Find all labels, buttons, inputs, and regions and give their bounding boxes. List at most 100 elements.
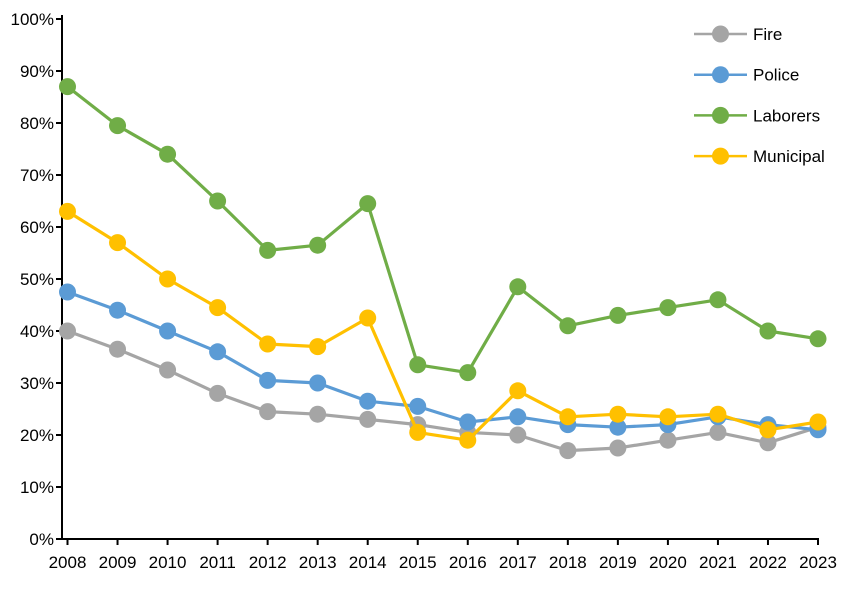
legend-label-laborers: Laborers [753, 106, 820, 125]
y-tick-label: 20% [20, 426, 54, 445]
data-point-fire-2017 [509, 426, 527, 444]
series-line-police [65, 290, 820, 432]
data-point-laborers-2014 [359, 195, 377, 213]
legend-marker-police [712, 66, 729, 84]
data-point-police-2010 [159, 322, 177, 340]
data-point-police-2011 [209, 343, 227, 361]
series-laborers [59, 78, 827, 382]
y-tick-label: 40% [20, 322, 54, 341]
series-line-fire [65, 329, 820, 453]
data-point-fire-2019 [609, 439, 627, 457]
legend-marker-fire [712, 25, 729, 43]
data-point-municipal-2015 [409, 423, 427, 441]
data-point-laborers-2020 [659, 299, 677, 317]
data-point-laborers-2017 [509, 278, 527, 296]
data-point-fire-2011 [209, 384, 227, 402]
data-point-municipal-2021 [709, 405, 727, 423]
data-point-police-2019 [609, 418, 627, 436]
data-point-municipal-2010 [159, 270, 177, 288]
data-point-municipal-2018 [559, 408, 577, 426]
data-point-police-2017 [509, 408, 527, 426]
series-line-laborers [65, 84, 820, 375]
x-tick-label: 2008 [49, 553, 87, 572]
data-point-laborers-2012 [259, 241, 277, 259]
data-point-fire-2018 [559, 442, 577, 460]
y-tick-label: 70% [20, 166, 54, 185]
data-point-police-2015 [409, 397, 427, 415]
data-point-municipal-2019 [609, 405, 627, 423]
x-tick-label: 2017 [499, 553, 537, 572]
data-point-municipal-2016 [459, 431, 477, 449]
data-point-laborers-2010 [159, 145, 177, 163]
data-point-fire-2010 [159, 361, 177, 379]
data-point-laborers-2019 [609, 306, 627, 324]
data-point-municipal-2020 [659, 408, 677, 426]
data-point-police-2014 [359, 392, 377, 410]
legend-marker-laborers [712, 106, 729, 124]
x-tick-label: 2018 [549, 553, 587, 572]
y-tick-label: 90% [20, 62, 54, 81]
x-tick-label: 2020 [649, 553, 687, 572]
x-tick-label: 2014 [349, 553, 387, 572]
legend-item-fire: Fire [694, 25, 782, 44]
x-tick-label: 2016 [449, 553, 487, 572]
data-point-laborers-2022 [759, 322, 777, 340]
series-municipal [59, 202, 827, 449]
x-tick-label: 2010 [149, 553, 187, 572]
data-point-laborers-2016 [459, 364, 477, 382]
x-tick-label: 2015 [399, 553, 437, 572]
x-tick-label: 2019 [599, 553, 637, 572]
data-point-police-2013 [309, 374, 327, 392]
legend-item-police: Police [694, 66, 799, 85]
x-tick-label: 2013 [299, 553, 337, 572]
data-point-fire-2020 [659, 431, 677, 449]
series-line-municipal [65, 209, 820, 442]
y-tick-label: 50% [20, 270, 54, 289]
axes: 0% 10% 20% 30% 40% 50% 60% 70% 80% 90% 100% 2008 200… [11, 10, 837, 572]
y-tick-label: 0% [29, 530, 54, 549]
data-point-police-2008 [59, 283, 76, 301]
data-point-fire-2008 [59, 322, 76, 340]
x-tick-label: 2011 [199, 553, 236, 572]
data-point-police-2016 [459, 413, 477, 431]
data-point-police-2012 [259, 371, 277, 389]
x-tick-label: 2012 [249, 553, 287, 572]
data-point-municipal-2023 [809, 413, 827, 431]
legend-label-police: Police [753, 66, 799, 85]
data-point-municipal-2009 [109, 234, 127, 252]
data-point-municipal-2014 [359, 309, 377, 327]
x-tick-label: 2022 [749, 553, 787, 572]
data-point-laborers-2021 [709, 291, 727, 309]
data-point-laborers-2009 [109, 117, 127, 135]
data-point-laborers-2018 [559, 317, 577, 335]
y-tick-label: 100% [11, 10, 54, 29]
data-point-fire-2013 [309, 405, 327, 423]
legend-item-laborers: Laborers [694, 106, 820, 125]
y-tick-label: 10% [20, 478, 54, 497]
legend-marker-municipal [712, 147, 729, 165]
data-point-laborers-2008 [59, 78, 76, 96]
data-point-laborers-2023 [809, 330, 827, 348]
data-point-laborers-2013 [309, 236, 327, 254]
data-point-municipal-2013 [309, 338, 327, 356]
data-point-municipal-2022 [759, 421, 777, 439]
data-point-fire-2022 [759, 434, 777, 452]
data-point-fire-2012 [259, 403, 277, 421]
y-tick-label: 60% [20, 218, 54, 237]
x-tick-label: 2021 [699, 553, 737, 572]
x-tick-label: 2023 [799, 553, 837, 572]
data-point-laborers-2011 [209, 192, 227, 210]
data-point-fire-2021 [709, 423, 727, 441]
legend-label-fire: Fire [753, 25, 782, 44]
series-fire [59, 322, 827, 460]
data-point-fire-2014 [359, 410, 377, 428]
data-point-municipal-2017 [509, 382, 527, 400]
x-tick-label: 2009 [99, 553, 137, 572]
data-point-municipal-2011 [209, 299, 227, 317]
data-point-laborers-2015 [409, 356, 427, 374]
y-tick-label: 80% [20, 114, 54, 133]
y-tick-label: 30% [20, 374, 54, 393]
data-point-municipal-2008 [59, 202, 76, 220]
